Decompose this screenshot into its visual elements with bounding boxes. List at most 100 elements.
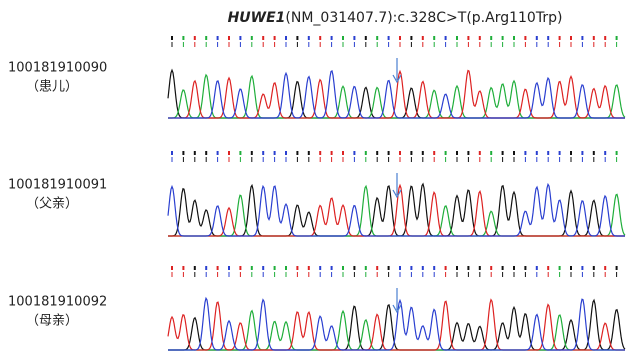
base-call bbox=[467, 36, 469, 40]
base-call bbox=[445, 36, 447, 40]
base-call bbox=[228, 266, 230, 270]
base-call bbox=[262, 266, 264, 270]
base-call bbox=[422, 151, 424, 155]
base-tick bbox=[320, 42, 321, 47]
base-call bbox=[251, 266, 253, 270]
base-tick bbox=[536, 42, 537, 47]
base-tick bbox=[491, 42, 492, 47]
base-tick bbox=[582, 272, 583, 277]
base-call bbox=[433, 36, 435, 40]
base-tick bbox=[274, 157, 275, 162]
base-tick bbox=[411, 42, 412, 47]
base-call bbox=[331, 151, 333, 155]
base-call bbox=[524, 151, 526, 155]
base-call bbox=[604, 36, 606, 40]
base-tick bbox=[445, 272, 446, 277]
base-tick bbox=[571, 272, 572, 277]
base-tick bbox=[400, 272, 401, 277]
base-tick bbox=[274, 42, 275, 47]
base-tick bbox=[548, 42, 549, 47]
base-tick bbox=[400, 42, 401, 47]
base-tick bbox=[514, 157, 515, 162]
base-tick bbox=[206, 272, 207, 277]
base-call bbox=[388, 36, 390, 40]
base-call bbox=[308, 151, 310, 155]
sample-relation: （母亲） bbox=[26, 314, 78, 329]
base-tick bbox=[559, 272, 560, 277]
base-call bbox=[217, 266, 219, 270]
base-tick bbox=[251, 157, 252, 162]
base-call bbox=[559, 36, 561, 40]
base-tick bbox=[434, 157, 435, 162]
base-tick bbox=[365, 42, 366, 47]
base-call bbox=[251, 151, 253, 155]
base-tick bbox=[434, 42, 435, 47]
base-call bbox=[570, 151, 572, 155]
base-tick bbox=[206, 42, 207, 47]
base-tick bbox=[502, 272, 503, 277]
base-call bbox=[536, 151, 538, 155]
base-call bbox=[365, 266, 367, 270]
base-call bbox=[456, 151, 458, 155]
base-call bbox=[399, 151, 401, 155]
base-call bbox=[342, 36, 344, 40]
base-tick bbox=[593, 42, 594, 47]
base-tick bbox=[343, 42, 344, 47]
base-call bbox=[422, 36, 424, 40]
base-call bbox=[547, 36, 549, 40]
base-tick bbox=[422, 42, 423, 47]
base-tick bbox=[536, 272, 537, 277]
base-call bbox=[581, 151, 583, 155]
base-call bbox=[445, 266, 447, 270]
base-call bbox=[502, 151, 504, 155]
base-call bbox=[353, 36, 355, 40]
base-call bbox=[319, 151, 321, 155]
base-call bbox=[239, 266, 241, 270]
base-tick bbox=[559, 157, 560, 162]
base-tick bbox=[172, 272, 173, 277]
base-tick bbox=[514, 272, 515, 277]
base-tick bbox=[365, 157, 366, 162]
base-tick bbox=[434, 272, 435, 277]
base-tick bbox=[616, 42, 617, 47]
sample-id: 100181910092 bbox=[8, 295, 107, 310]
base-tick bbox=[206, 157, 207, 162]
base-call bbox=[239, 36, 241, 40]
base-tick bbox=[217, 42, 218, 47]
base-call bbox=[285, 151, 287, 155]
base-tick bbox=[240, 157, 241, 162]
base-tick bbox=[605, 157, 606, 162]
base-call bbox=[319, 266, 321, 270]
base-tick bbox=[468, 157, 469, 162]
base-call bbox=[296, 36, 298, 40]
gene-name: HUWE1 bbox=[228, 10, 286, 26]
base-call bbox=[479, 151, 481, 155]
base-tick bbox=[468, 42, 469, 47]
base-call bbox=[536, 266, 538, 270]
base-call bbox=[502, 36, 504, 40]
base-call bbox=[194, 36, 196, 40]
base-tick bbox=[445, 157, 446, 162]
base-call bbox=[285, 36, 287, 40]
base-call bbox=[353, 266, 355, 270]
base-tick bbox=[457, 157, 458, 162]
base-tick bbox=[286, 42, 287, 47]
base-call bbox=[194, 151, 196, 155]
base-tick bbox=[616, 272, 617, 277]
base-call bbox=[331, 266, 333, 270]
base-tick bbox=[343, 157, 344, 162]
base-tick bbox=[582, 42, 583, 47]
base-tick bbox=[183, 272, 184, 277]
base-tick bbox=[491, 272, 492, 277]
base-call bbox=[217, 151, 219, 155]
base-tick bbox=[571, 42, 572, 47]
base-call bbox=[604, 266, 606, 270]
base-call bbox=[467, 151, 469, 155]
base-tick bbox=[388, 272, 389, 277]
base-call bbox=[205, 266, 207, 270]
base-call bbox=[490, 36, 492, 40]
base-tick bbox=[388, 157, 389, 162]
base-call bbox=[274, 36, 276, 40]
base-tick bbox=[377, 272, 378, 277]
base-tick bbox=[548, 157, 549, 162]
